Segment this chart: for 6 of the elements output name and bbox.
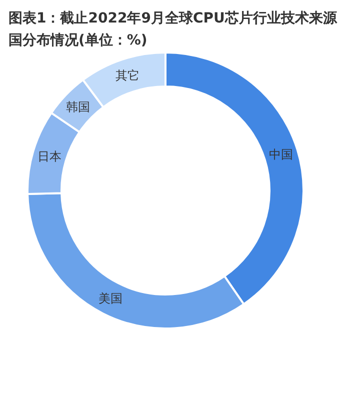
slice-label: 其它 <box>115 68 140 83</box>
chart-title: 图表1：截止2022年9月全球CPU芯片行业技术来源国分布情况(单位：%) <box>8 10 338 48</box>
slice-label: 中国 <box>269 148 294 162</box>
slice-label: 日本 <box>37 149 62 164</box>
slice-label: 美国 <box>98 291 123 306</box>
slice-label: 韩国 <box>66 100 90 114</box>
